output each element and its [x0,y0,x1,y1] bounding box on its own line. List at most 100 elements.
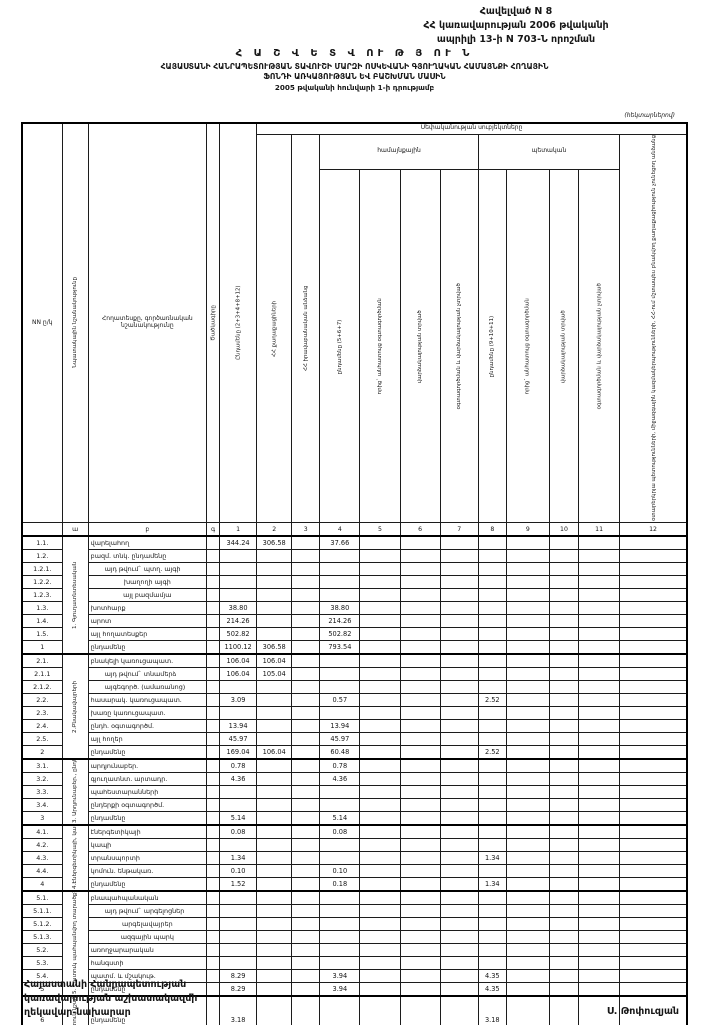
cell-9 [505,838,550,853]
cell-1 [219,549,258,564]
row-number: 4 [21,877,63,892]
cell-4 [319,956,361,971]
cell-code [206,653,221,669]
cell-9 [505,930,550,945]
cell-12 [619,956,688,971]
table-row: 4.3. տրանսպորտի 1.34 1.34 [21,851,688,866]
cell-11 [578,627,621,642]
table-row: 5.2. առողջարարական [21,943,688,958]
row-label: բնապահպանական [87,890,208,906]
table-row: 1.1. 1. Գյուղատնտեսական վարելահող 344.24 306… [21,535,688,655]
cell-11 [578,758,621,774]
row-number: 1.2.1. [21,562,63,577]
row-number: 2.1.2. [21,680,63,695]
title-block: Հ Ա Շ Վ Ե Տ Վ ՈՒ Թ Յ ՈՒ Ն ՀԱՅԱՍՏԱՆԻ ՀԱՆՐ… [0,48,709,92]
row-label: խառը կառուցապատ. [87,706,208,721]
cell-5 [359,614,401,629]
cell-10 [548,719,580,734]
cell-1: 344.24 [219,535,258,551]
cell-code [206,798,221,813]
table-row: 1.4. արոտ 214.26 214.26 [21,614,688,629]
cell-3 [291,824,321,840]
cell-9 [505,956,550,971]
cell-11 [578,930,621,945]
cell-4 [319,904,361,919]
cell-10 [548,640,580,655]
cell-4: 38.80 [319,601,361,616]
cell-4 [319,943,361,958]
cell-12 [619,995,688,1025]
cell-1 [219,706,258,721]
cell-9 [505,995,550,1025]
column-number-row: ա բ գ 1 2 3 4 5 6 7 8 9 10 11 12 [21,522,688,537]
cell-9 [505,969,550,984]
cell-12 [619,904,688,919]
cell-1 [219,917,258,932]
cell-8 [477,614,507,629]
table-row: 3.2. գյուղատնտ. արտադր. 4.36 4.36 [21,772,688,787]
cell-8 [477,732,507,747]
cell-3 [291,719,321,734]
cell-1 [219,956,258,971]
cell-8 [477,627,507,642]
cell-2 [256,758,293,774]
cell-11 [578,745,621,760]
row-number: 2.5. [21,732,63,747]
cell-1 [219,680,258,695]
row-number: 1.2. [21,549,63,564]
group-label: 1. Գյուղատնտեսական [62,536,89,655]
col-header-citizens: ՀՀ քաղաքացիների [256,134,292,523]
cell-4 [319,562,361,577]
cell-code [206,943,221,958]
cell-6 [399,930,441,945]
cell-1: 0.10 [219,864,258,879]
report-title: Հ Ա Շ Վ Ե Տ Վ ՈՒ Թ Յ ՈՒ Ն [235,48,474,59]
cell-1: 169.04 [219,745,258,760]
row-number: 5.1.3. [21,930,63,945]
cell-10 [548,904,580,919]
cell-7 [439,890,479,906]
cell-12 [619,614,688,629]
table-row: 4.4. կոմուն. ենթակառ. 0.10 0.10 [21,864,688,879]
col-number-12: 9 [505,522,550,537]
table-row: 2.1.2. այգեգործ. (ամառանոց) [21,680,688,695]
cell-8 [477,667,507,682]
cell-11 [578,614,621,629]
cell-6 [399,956,441,971]
cell-10 [548,614,580,629]
table-row: 3.4. ընդերքի օգտագործմ. [21,798,688,813]
cell-9 [505,798,550,813]
cell-7 [439,549,479,564]
cell-10 [548,535,580,551]
table-row: 2.1. 2.Բնակավայրերի բնակելի կառուցապատ. 106… [21,653,688,760]
row-label: պահեստարանների [87,785,208,800]
col-header-c6: վարձակալության տրված [400,169,441,523]
cell-12 [619,680,688,695]
cell-4: 214.26 [319,614,361,629]
cell-8 [477,640,507,655]
cell-5 [359,653,401,669]
cell-9 [505,758,550,774]
cell-2 [256,930,293,945]
cell-5 [359,535,401,551]
cell-9 [505,904,550,919]
cell-3 [291,956,321,971]
table-row: 5.3. հանգստի [21,956,688,971]
cell-5 [359,719,401,734]
cell-11 [578,851,621,866]
cell-8: 1.34 [477,851,507,866]
cell-2 [256,838,293,853]
cell-10 [548,588,580,603]
cell-code [206,864,221,879]
cell-11 [578,680,621,695]
cell-10 [548,811,580,826]
cell-12 [619,877,688,892]
cell-2 [256,864,293,879]
cell-7 [439,693,479,708]
cell-7 [439,917,479,932]
cell-12 [619,917,688,932]
group-label: 3. Արդյունաբեր., ընդերքօգտ.-ման և այլ ար… [62,759,89,826]
cell-8 [477,588,507,603]
cell-3 [291,653,321,669]
cell-12 [619,640,688,655]
